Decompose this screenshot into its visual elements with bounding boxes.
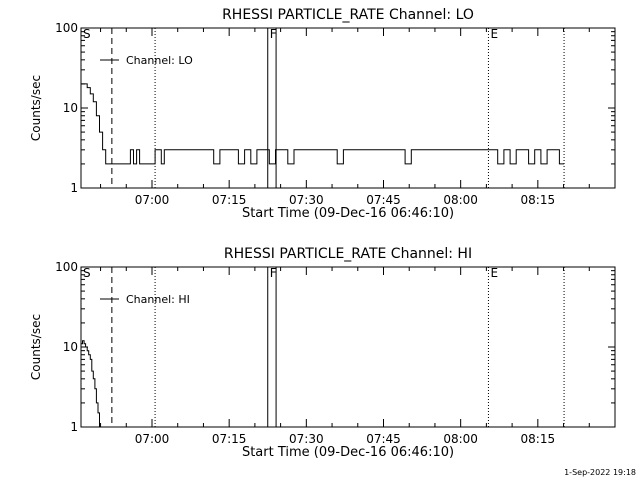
event-marker-label: S [83,266,91,280]
x-tick-label: 07:45 [366,432,401,446]
chart-panel: RHESSI PARTICLE_RATE Channel: LO 1 10 100 07… [29,7,616,221]
x-tick-label: 08:15 [521,432,556,446]
x-tick-label: 07:30 [289,193,324,207]
plot-frame [80,266,616,428]
y-tick-label: 100 [55,260,78,274]
x-tick-label: 07:15 [212,193,247,207]
series-line [81,340,100,427]
y-axis-label: Counts/sec [29,75,43,141]
chart-title: RHESSI PARTICLE_RATE Channel: LO [222,7,474,23]
x-axis-label: Start Time (09-Dec-16 06:46:10) [242,206,454,221]
y-tick-label: 10 [63,101,78,115]
x-tick-label: 07:15 [212,432,247,446]
legend-label: Channel: HI [126,293,190,306]
x-tick-label: 07:30 [289,432,324,446]
chart-title: RHESSI PARTICLE_RATE Channel: HI [224,246,472,262]
legend-label: Channel: LO [126,54,193,67]
x-tick-label: 07:00 [135,432,170,446]
event-marker-label: F [270,266,277,280]
y-tick-label: 100 [55,21,78,35]
x-tick-label: 07:45 [366,193,401,207]
event-marker-label: F [270,27,277,41]
event-marker-label: S [83,27,91,41]
x-tick-label: 08:00 [443,432,478,446]
event-marker-label: E [490,27,498,41]
y-tick-label: 1 [70,181,78,195]
x-tick-label: 08:00 [443,193,478,207]
y-tick-label: 1 [70,420,78,434]
event-marker-label: E [490,266,498,280]
x-axis-label: Start Time (09-Dec-16 06:46:10) [242,445,454,460]
chart-panel: RHESSI PARTICLE_RATE Channel: HI 1 10 100 07… [29,246,616,460]
y-axis-label: Counts/sec [29,314,43,380]
series-line [81,83,565,165]
y-tick-label: 10 [63,340,78,354]
date-stamp: 1-Sep-2022 19:18 [564,468,636,477]
x-tick-label: 07:00 [135,193,170,207]
x-tick-label: 08:15 [521,193,556,207]
